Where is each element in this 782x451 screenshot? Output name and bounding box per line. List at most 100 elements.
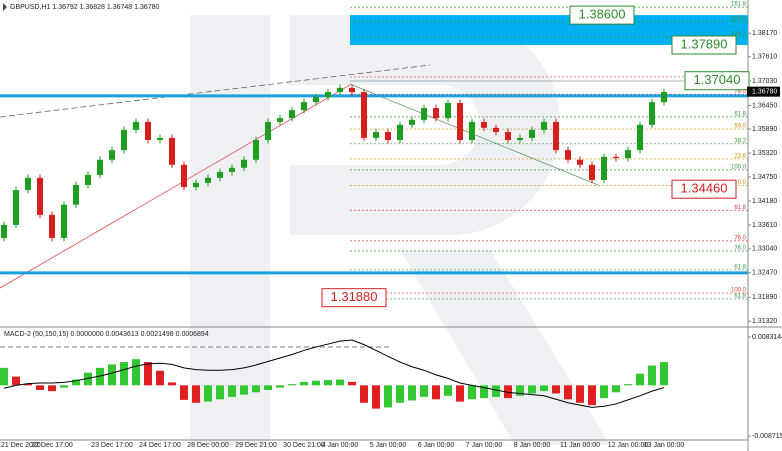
- histogram-bar: [240, 385, 248, 395]
- fib-label: 76.0: [734, 235, 746, 241]
- price-box: [321, 288, 387, 308]
- fib-label: 50.0: [734, 124, 746, 130]
- candle-body: [493, 127, 499, 133]
- histogram-bar: [300, 381, 308, 386]
- histogram-bar: [636, 373, 644, 386]
- candle-body: [313, 97, 319, 103]
- histogram-bar: [60, 385, 68, 388]
- candle-body: [277, 118, 283, 122]
- candle-body: [205, 177, 211, 183]
- candle-body: [481, 121, 487, 128]
- histogram-bar: [312, 380, 320, 386]
- histogram-bar: [588, 385, 596, 406]
- price-annotation: 1.34460: [681, 181, 728, 196]
- candle-body: [193, 182, 199, 188]
- candle-body: [457, 103, 463, 141]
- y-tick-label: 1.35320: [752, 150, 777, 157]
- fib-label: 100.0: [731, 164, 747, 170]
- histogram-bar: [24, 383, 32, 386]
- fib-label: 61.8: [734, 265, 746, 271]
- candle-body: [133, 121, 139, 130]
- y-tick-label: 1.33040: [752, 246, 777, 253]
- trend-line: [0, 64, 431, 118]
- fib-label: 100.0: [731, 288, 747, 294]
- macd-line: [3, 339, 665, 408]
- candle-body: [121, 129, 127, 151]
- watermark: [190, 15, 610, 445]
- histogram-bar: [516, 385, 524, 396]
- x-tick-label: 13 Jan 00:00: [644, 442, 685, 449]
- x-tick-label: 12 Jan 00:00: [608, 442, 649, 449]
- histogram-bar: [108, 364, 116, 386]
- candle-body: [73, 184, 79, 205]
- x-tick-label: 28 Dec 00:00: [187, 442, 229, 449]
- fib-label: 23.6: [734, 154, 746, 160]
- y-tick-label: 0.0083144: [752, 334, 782, 341]
- price-box: [671, 179, 737, 199]
- x-tick-label: 4 Jan 00:00: [322, 442, 359, 449]
- last-price-label: 1.36780: [752, 88, 777, 95]
- candle-body: [265, 121, 271, 141]
- histogram-bar: [336, 379, 344, 386]
- histogram-bar: [192, 385, 200, 403]
- histogram-bar: [540, 385, 548, 392]
- candle-body: [433, 108, 439, 119]
- histogram-bar: [0, 367, 8, 386]
- candle-body: [181, 164, 187, 188]
- candle-body: [421, 108, 427, 120]
- y-tick-label: 1.31890: [752, 294, 777, 301]
- price-box: [671, 35, 737, 55]
- candle-body: [445, 103, 451, 119]
- x-tick-label: 11 Jan 00:00: [560, 442, 600, 449]
- candle-body: [229, 167, 235, 172]
- candle-body: [397, 124, 403, 141]
- price-box: [569, 5, 635, 25]
- candle-body: [85, 174, 91, 185]
- y-tick-label: 1.36450: [752, 102, 777, 109]
- y-tick-label: 1.34180: [752, 198, 777, 205]
- candle-body: [109, 150, 115, 160]
- histogram-bar: [72, 379, 80, 386]
- candle-body: [385, 132, 391, 141]
- fib-label: 138.2: [731, 32, 747, 38]
- candle-body: [97, 159, 103, 175]
- candle-body: [469, 121, 475, 141]
- candle-body: [349, 87, 355, 93]
- x-tick-label: 23 Dec 17:00: [91, 442, 133, 449]
- histogram-bar: [432, 385, 440, 400]
- price-annotation: 1.37040: [694, 72, 741, 87]
- candle-body: [217, 171, 223, 178]
- candle-body: [373, 132, 379, 138]
- candle-body: [409, 119, 415, 125]
- histogram-bar: [480, 385, 488, 399]
- histogram-bar: [252, 385, 260, 393]
- histogram-bar: [360, 385, 368, 403]
- histogram-bar: [228, 385, 236, 397]
- fib-label: 150.0: [731, 16, 747, 22]
- candle-body: [589, 164, 595, 180]
- candle-body: [301, 102, 307, 111]
- histogram-bar: [96, 367, 104, 386]
- histogram-bar: [624, 384, 632, 386]
- histogram-bar: [36, 385, 44, 390]
- candle-body: [145, 121, 151, 141]
- price-annotation: 1.31880: [331, 289, 378, 304]
- histogram-bar: [144, 362, 152, 386]
- candle-body: [517, 137, 523, 141]
- candle-body: [649, 102, 655, 125]
- fib-label: 38.2: [734, 138, 746, 144]
- histogram-bar: [396, 385, 404, 403]
- fib-label: 161.8: [731, 2, 747, 8]
- histogram-bar: [648, 365, 656, 386]
- x-tick-label: 29 Dec 21:00: [235, 442, 277, 449]
- histogram-bar: [660, 362, 668, 386]
- histogram-bar: [372, 385, 380, 409]
- x-tick-label: 21 Dec 2020: [1, 442, 41, 449]
- histogram-bar: [528, 385, 536, 394]
- histogram-bar: [504, 385, 512, 399]
- histogram-bar: [348, 381, 356, 386]
- candle-body: [601, 156, 607, 180]
- y-tick-label: 1.38170: [752, 30, 777, 37]
- fib-label: 61.8: [734, 111, 746, 117]
